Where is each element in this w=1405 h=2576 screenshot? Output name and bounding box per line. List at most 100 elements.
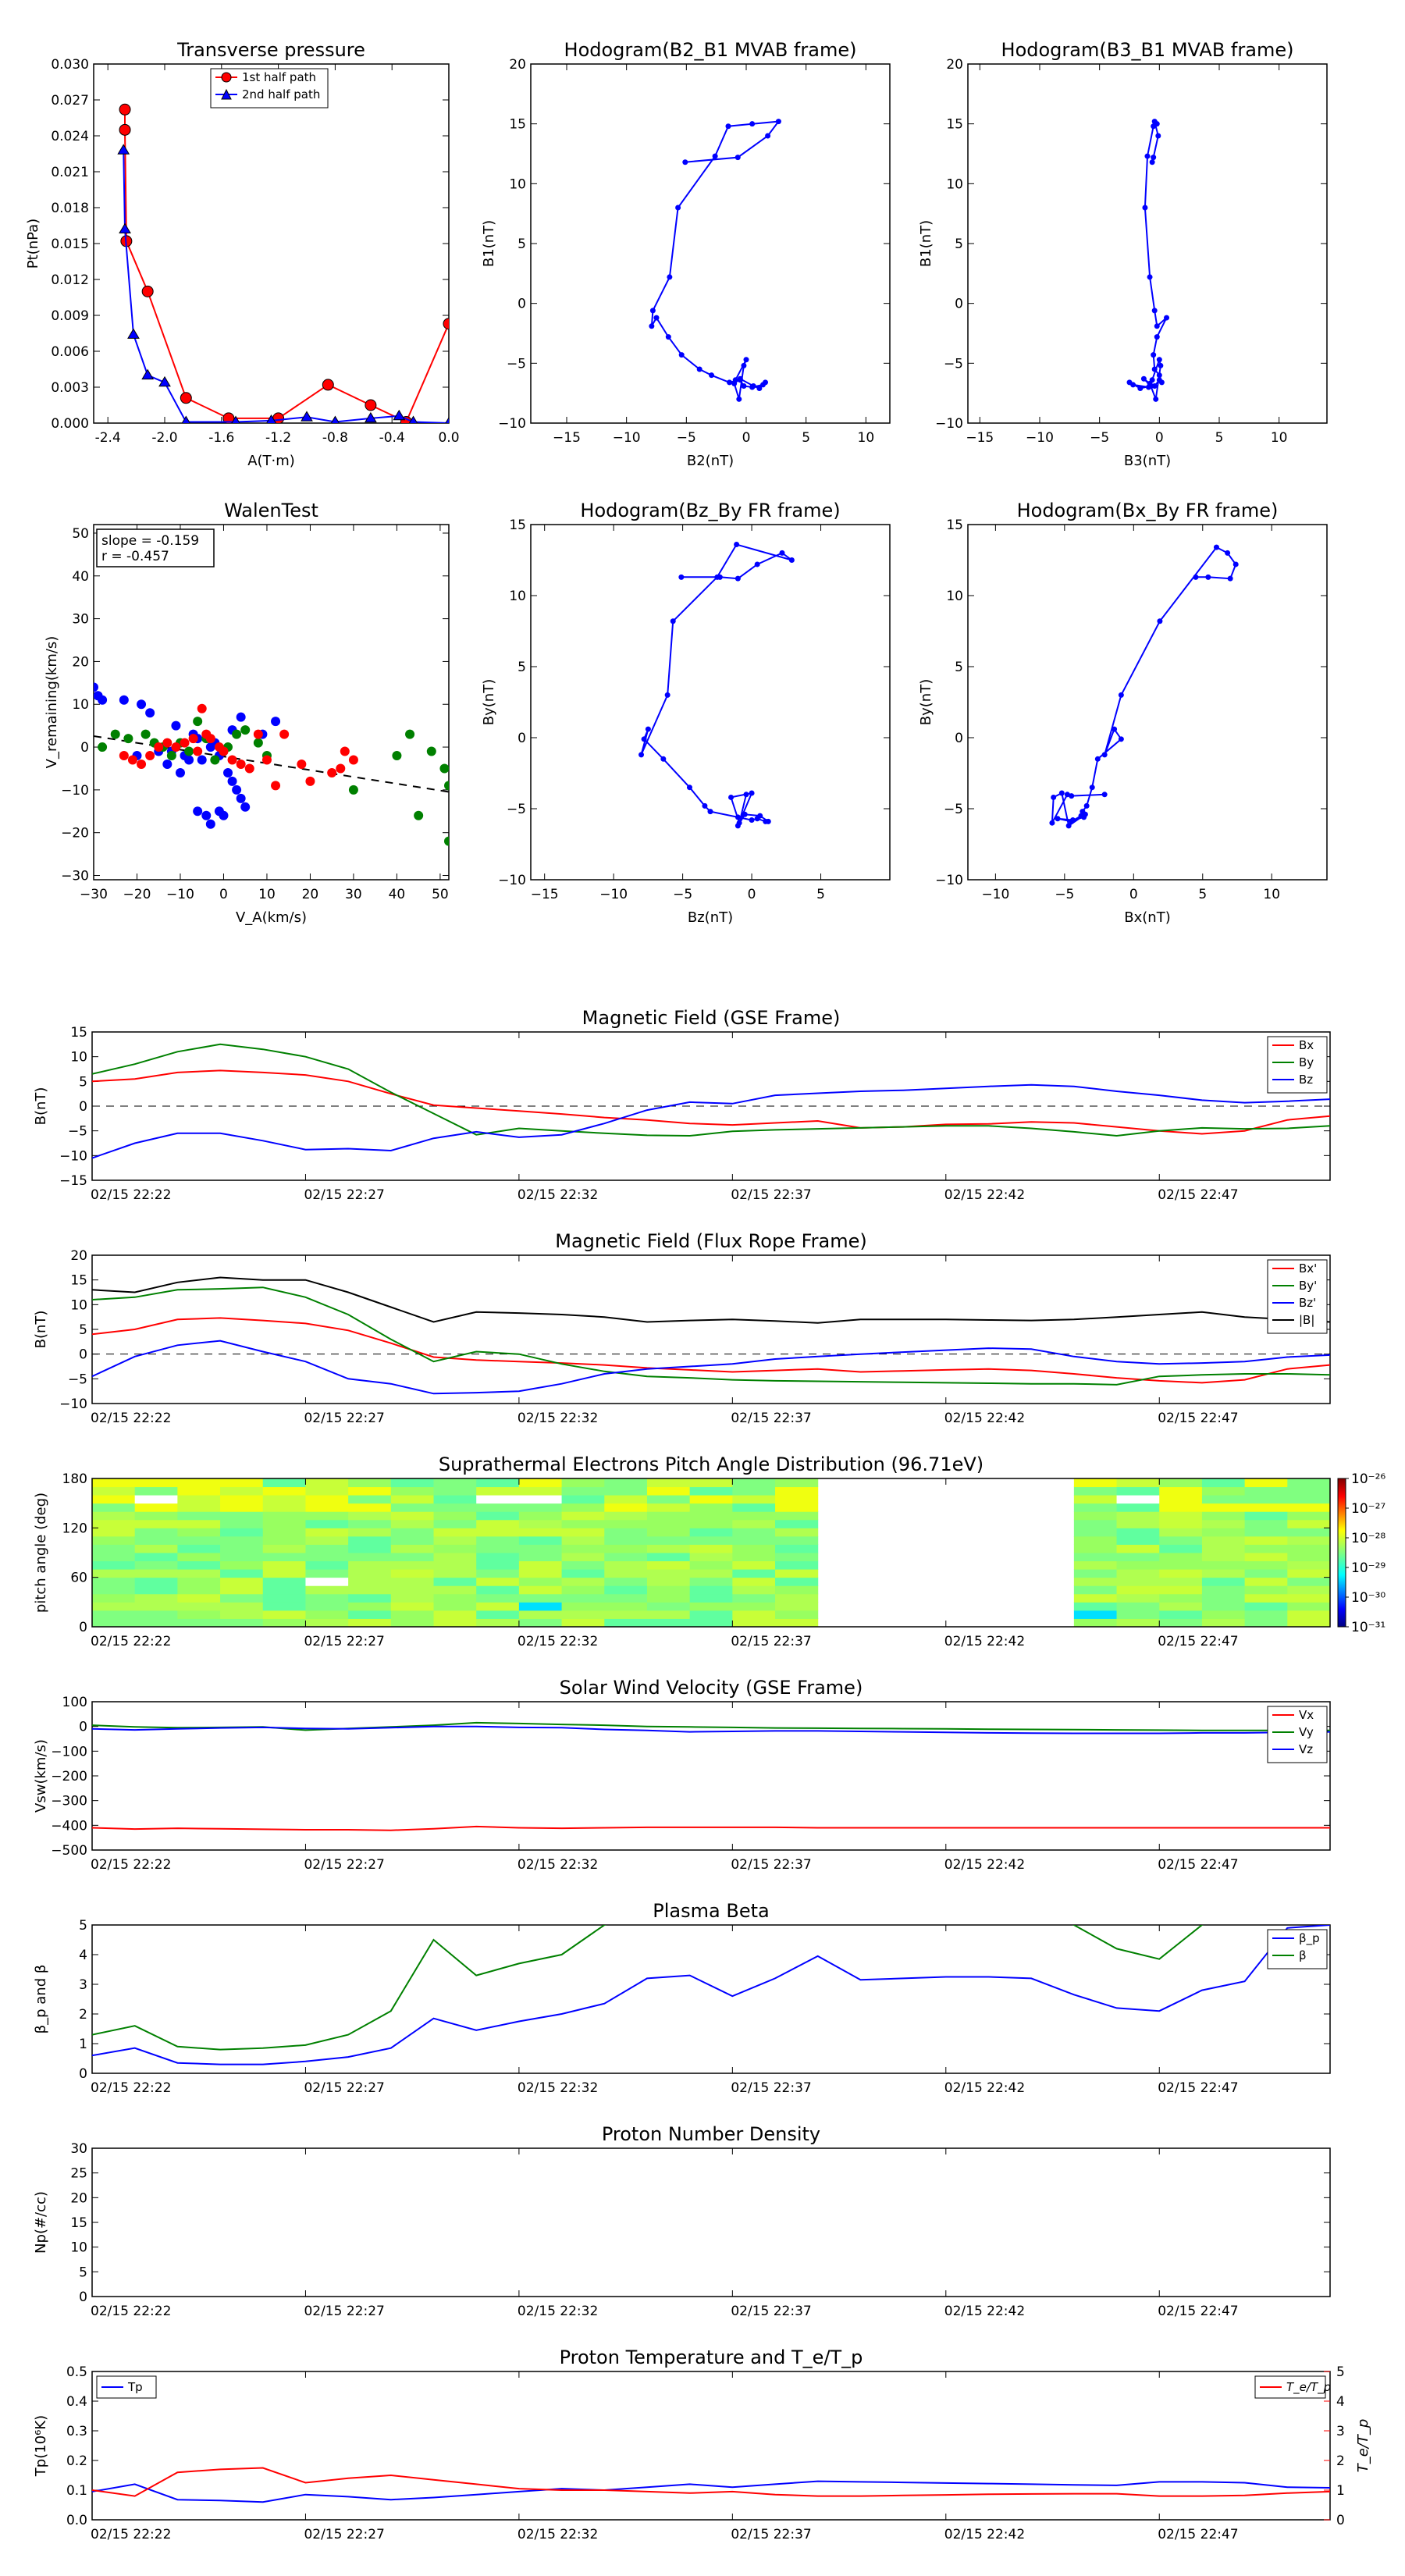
heatmap-cell [689,1511,733,1521]
heatmap-cell [348,1486,392,1496]
data-point [763,379,769,386]
heatmap-cell [476,1585,520,1595]
heatmap-cell [390,1544,435,1553]
heatmap-cell [561,1486,605,1496]
heatmap-cell [1116,1478,1160,1488]
heatmap-cell [518,1519,563,1528]
legend-label: β [1299,1948,1307,1962]
heatmap-cell [1201,1618,1246,1627]
heatmap-cell [775,1495,819,1504]
y-tick-label: 0 [518,731,526,746]
heatmap-cell [1244,1618,1288,1627]
heatmap-cell [433,1535,477,1545]
plot-area [92,1043,1330,1159]
colorbar-tick-label: 10⁻²⁶ [1351,1471,1385,1487]
chart-9: Solar Wind Velocity (GSE Frame) 02/15 22:… [33,1677,1331,1873]
series-line-0 [92,1317,1330,1384]
heatmap-cell [1116,1535,1160,1545]
data-point [750,382,756,389]
data-point [1156,357,1162,363]
plot-area [94,682,449,846]
legend-label: Bx' [1299,1261,1317,1276]
series-line-0 [650,120,781,400]
heatmap-cell [561,1511,605,1521]
heatmap-cell [220,1511,264,1521]
heatmap-cell [732,1610,776,1619]
colorbar-tick-label: 10⁻²⁹ [1351,1560,1385,1576]
data-point [1069,818,1075,824]
data-point [253,729,263,739]
x-tick-label: 02/15 22:37 [731,1187,811,1203]
data-point [127,755,137,765]
heatmap-cell [476,1544,520,1553]
heatmap-cell [604,1602,648,1611]
data-point [1205,574,1211,580]
data-point [137,759,147,769]
y-axis-label: Tp(10⁶K) [33,2415,49,2477]
chart-8: Suprathermal Electrons Pitch Angle Distr… [33,1453,1385,1649]
data-point [1155,133,1161,139]
heatmap-cell [177,1486,221,1496]
heatmap-cell [220,1528,264,1537]
data-point [1144,153,1151,159]
heatmap-cell [1073,1511,1118,1521]
data-point [696,366,702,372]
heatmap-cell [518,1593,563,1603]
heatmap-cell [689,1535,733,1545]
data-point [145,708,155,718]
data-point [253,738,263,748]
data-point [119,123,131,136]
x-tick-label: 02/15 22:22 [91,1634,171,1649]
data-point [675,205,681,211]
heatmap-cell [305,1478,349,1488]
data-point [236,793,246,803]
heatmap-cell [390,1495,435,1504]
heatmap-cell [518,1569,563,1578]
data-point [707,809,713,815]
heatmap-cell [390,1585,435,1595]
data-point [1147,274,1153,280]
heatmap-cell [518,1560,563,1570]
data-point [660,756,667,762]
heatmap-cell [1287,1486,1330,1496]
heatmap-cell [1073,1519,1118,1528]
heatmap-cell [305,1553,349,1562]
colorbar-tick-label: 10⁻²⁷ [1351,1501,1385,1517]
x-tick-label: −10 [613,430,641,446]
data-point [749,790,755,796]
heatmap-cell [604,1495,648,1504]
data-point [365,399,377,411]
y-tick-label: 10 [70,2240,87,2256]
heatmap-cell [134,1544,178,1553]
heatmap-cell [646,1511,691,1521]
heatmap-cell [1159,1610,1203,1619]
data-point [1089,785,1095,791]
y-axis-label-right: T_e/T_p [1355,2419,1371,2473]
heatmap-cell [1201,1610,1246,1619]
heatmap-cell [646,1585,691,1595]
x-tick-label: −15 [531,887,559,902]
data-point [119,222,131,233]
y-tick-label: 20 [70,2190,87,2206]
series-line-2 [92,1340,1330,1395]
x-tick-label: -0.8 [322,430,348,446]
heatmap-cell [1287,1569,1330,1578]
series-line-1 [92,2467,1330,2497]
chart-title: Magnetic Field (GSE Frame) [582,1007,841,1029]
y-tick-label: −200 [51,1769,87,1784]
heatmap-cell [92,1511,136,1521]
x-tick-label: 02/15 22:37 [731,1857,811,1873]
chart-3: WalenTest −30 −20 −10 0 10 20 30 40 50 −30 −20 −10 0 1… [44,500,450,926]
data-point [645,726,651,732]
data-point [1078,813,1084,819]
x-tick-label: 40 [389,887,406,902]
x-tick-label: 02/15 22:47 [1158,2527,1238,2542]
fit-line [94,735,449,793]
heatmap-cell [1073,1478,1118,1488]
heatmap-cell [220,1577,264,1586]
heatmap-cell [1116,1528,1160,1537]
plot-area [1049,544,1239,829]
y-tick-label: 25 [70,2166,87,2182]
heatmap-cell [775,1618,819,1627]
heatmap-cell [262,1486,306,1496]
